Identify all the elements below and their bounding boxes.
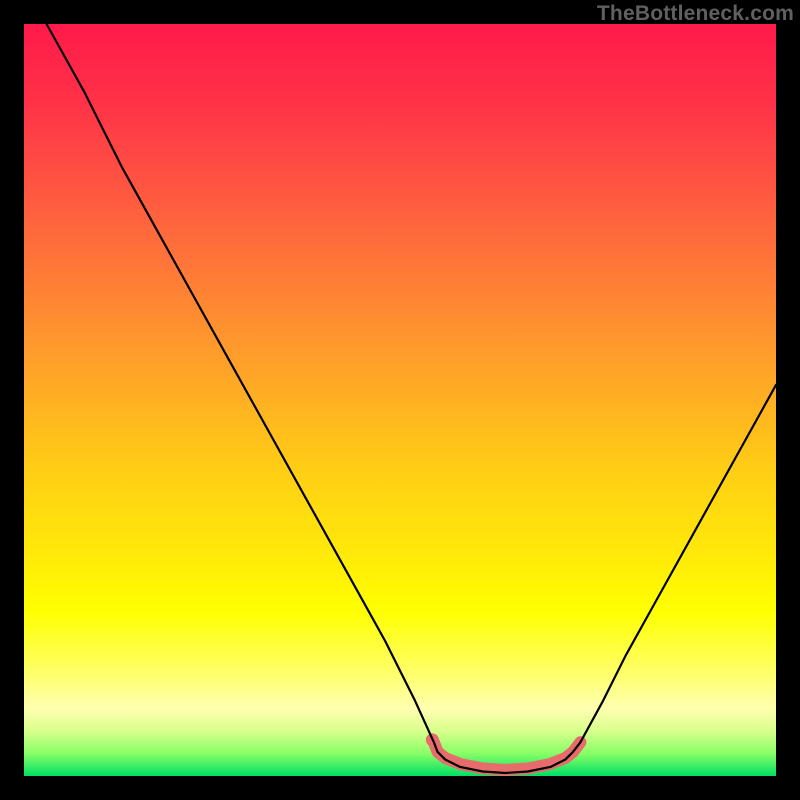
chart-container: TheBottleneck.com xyxy=(0,0,800,800)
watermark-text: TheBottleneck.com xyxy=(597,2,794,26)
bottleneck-curve xyxy=(47,24,776,773)
curve-layer xyxy=(24,24,776,776)
plot-area xyxy=(24,24,776,776)
